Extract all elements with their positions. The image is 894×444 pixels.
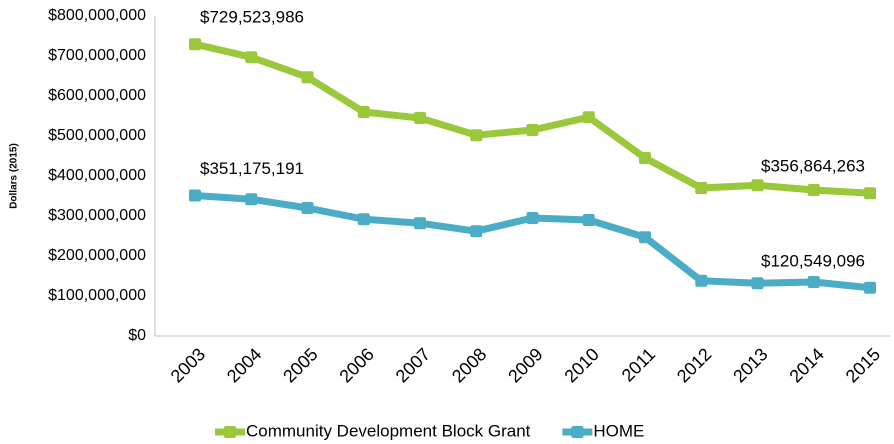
x-tick-label: 2010	[560, 344, 602, 386]
data-label: $120,549,096	[761, 251, 865, 270]
point-marker	[695, 182, 708, 194]
y-tick-label: $200,000,000	[48, 247, 146, 264]
x-tick-label: 2003	[167, 344, 209, 386]
x-tick-label: 2014	[785, 344, 827, 386]
point-marker	[582, 111, 595, 124]
y-tick-label: $800,000,000	[48, 7, 146, 24]
y-tick-label: $700,000,000	[48, 47, 146, 64]
point-marker	[301, 71, 314, 84]
x-tick-label: 2009	[504, 344, 546, 386]
x-tick-label: 2011	[618, 344, 660, 386]
y-tick-label: $100,000,000	[48, 287, 146, 304]
point-marker	[357, 213, 370, 226]
x-tick-label: 2012	[673, 344, 715, 386]
point-marker	[414, 112, 426, 124]
point-marker	[526, 212, 539, 224]
y-tick-label: $0	[128, 327, 146, 344]
x-tick-label: 2006	[335, 344, 377, 386]
y-axis-label: Dollars (2015)	[9, 143, 20, 209]
legend-label: HOME	[593, 421, 644, 440]
y-tick-label: $600,000,000	[48, 87, 146, 104]
point-marker	[639, 152, 651, 164]
point-marker	[807, 184, 820, 196]
legend-marker	[224, 426, 236, 438]
x-tick-label: 2013	[729, 344, 771, 386]
point-marker	[864, 187, 876, 200]
x-tick-label: 2004	[223, 344, 265, 386]
x-tick-label: 2005	[279, 344, 321, 386]
data-label: $729,523,986	[200, 8, 304, 27]
point-marker	[245, 193, 258, 206]
point-marker	[470, 129, 483, 142]
data-label: $356,864,263	[761, 157, 865, 176]
point-marker	[807, 276, 820, 288]
point-marker	[751, 179, 764, 192]
point-marker	[189, 189, 201, 202]
y-tick-label: $400,000,000	[48, 167, 146, 184]
point-marker	[301, 202, 314, 214]
point-marker	[245, 51, 258, 64]
data-label: $351,175,191	[200, 159, 304, 178]
point-marker	[582, 214, 595, 226]
x-tick-label: 2015	[842, 344, 884, 386]
point-marker	[470, 225, 483, 238]
x-tick-label: 2008	[448, 344, 490, 386]
series-line	[194, 192, 871, 292]
y-tick-label: $300,000,000	[48, 207, 146, 224]
legend-marker	[571, 426, 584, 438]
point-marker	[864, 281, 876, 294]
x-tick-label: 2007	[392, 344, 434, 386]
point-marker	[357, 106, 370, 118]
y-tick-label: $500,000,000	[48, 127, 146, 144]
legend-label: Community Development Block Grant	[246, 421, 531, 440]
point-marker	[639, 231, 651, 244]
point-marker	[526, 124, 539, 136]
point-marker	[189, 38, 201, 51]
point-marker	[751, 277, 764, 290]
point-marker	[414, 217, 426, 230]
point-marker	[695, 274, 708, 287]
